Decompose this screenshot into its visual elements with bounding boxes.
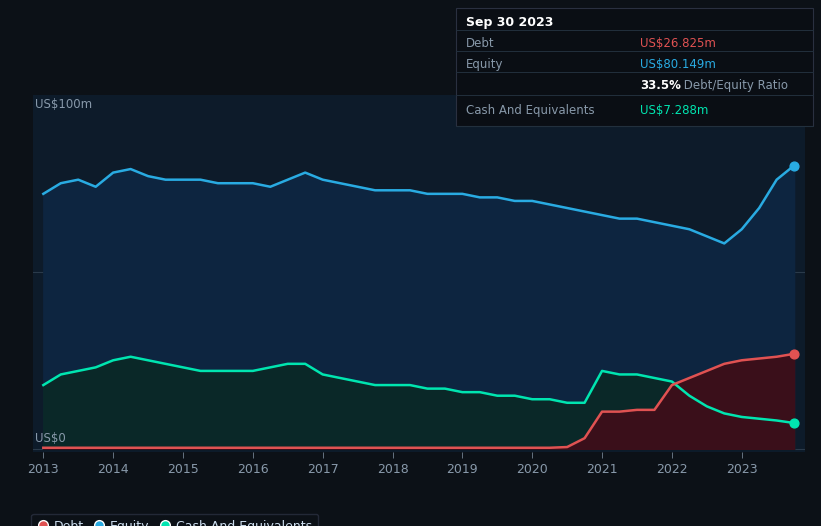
Point — [787, 350, 800, 358]
Text: US$7.288m: US$7.288m — [640, 104, 709, 117]
Text: Debt: Debt — [466, 37, 494, 50]
Point — [787, 161, 800, 170]
Text: US$26.825m: US$26.825m — [640, 37, 716, 50]
Legend: Debt, Equity, Cash And Equivalents: Debt, Equity, Cash And Equivalents — [31, 513, 319, 526]
Text: US$100m: US$100m — [35, 98, 92, 111]
Text: Sep 30 2023: Sep 30 2023 — [466, 16, 553, 29]
Text: US$0: US$0 — [35, 432, 66, 446]
Text: Equity: Equity — [466, 58, 503, 71]
Text: Cash And Equivalents: Cash And Equivalents — [466, 104, 594, 117]
Text: Debt/Equity Ratio: Debt/Equity Ratio — [680, 79, 788, 92]
Text: US$80.149m: US$80.149m — [640, 58, 716, 71]
Text: 33.5%: 33.5% — [640, 79, 681, 92]
Point — [787, 419, 800, 427]
